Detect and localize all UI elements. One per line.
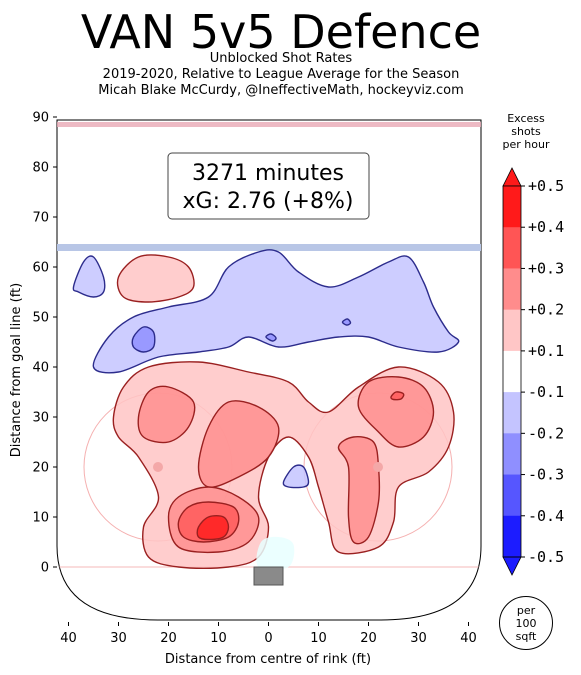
heatmap-region-11 <box>337 436 381 545</box>
colorbar-band-0 <box>503 186 521 228</box>
colorbar-label-7: -0.3 <box>528 466 564 484</box>
goal-net <box>253 566 284 586</box>
colorbar-band-8 <box>503 515 521 558</box>
y-tick-label-30: 30 <box>32 411 49 426</box>
colorbar-label-8: -0.4 <box>528 507 564 525</box>
x-tick-label-8: 40 <box>460 631 477 646</box>
faceoff-dot-left <box>153 462 163 472</box>
faceoff-dot-right <box>373 462 383 472</box>
subtitle-line-3: Micah Blake McCurdy, @IneffectiveMath, h… <box>98 83 464 98</box>
heatmap-region-4 <box>265 333 277 342</box>
x-tick-label-6: 20 <box>360 631 377 646</box>
subtitle-line-1: Unblocked Shot Rates <box>209 51 353 66</box>
heatmap-region-14 <box>196 515 230 541</box>
subtitle-line-2: 2019-2020, Relative to League Average fo… <box>102 67 460 82</box>
colorbar-band-4 <box>503 350 521 393</box>
x-tick-label-2: 20 <box>160 631 177 646</box>
y-tick-label-80: 80 <box>32 161 49 176</box>
colorbar-band-3 <box>503 309 521 352</box>
y-tick-label-70: 70 <box>32 211 49 226</box>
colorbar-extend-bottom <box>502 556 522 576</box>
y-axis-label: Distance from goal line (ft) <box>9 283 24 457</box>
heatmap-region-2 <box>131 326 156 353</box>
centre-line <box>57 122 481 127</box>
heatmap-region-8 <box>137 385 196 444</box>
colorbar-band-7 <box>503 474 521 517</box>
unit-badge: per 100 sqft <box>499 596 553 650</box>
unit-line-2: 100 <box>515 616 537 630</box>
blue-line <box>57 244 481 251</box>
x-tick-label-4: 0 <box>264 631 272 646</box>
colorbar-title-line-1: Excess <box>507 112 545 125</box>
heatmap-region-9 <box>197 400 280 488</box>
colorbar: +0.5 +0.4 +0.3 +0.2 +0.1 -0.1 -0.2 -0.3 -0.4 -0.5 <box>502 167 564 576</box>
heatmap-region-6 <box>116 254 195 303</box>
colorbar-title-line-2: shots <box>511 125 541 138</box>
y-tick-label-0: 0 <box>41 561 49 576</box>
colorbar-label-6: -0.2 <box>528 424 564 442</box>
colorbar-extend-top <box>502 167 522 187</box>
colorbar-band-2 <box>503 268 521 311</box>
colorbar-label-5: -0.1 <box>528 383 564 401</box>
x-tick-label-7: 30 <box>410 631 427 646</box>
heatmap-region-16 <box>256 536 295 571</box>
colorbar-title-line-3: per hour <box>502 138 550 151</box>
heatmap-region-1 <box>72 255 106 298</box>
colorbar-label-2: +0.3 <box>528 259 564 277</box>
colorbar-band-1 <box>503 227 521 269</box>
unit-line-3: sqft <box>515 629 537 643</box>
heatmap-region-3 <box>282 464 310 489</box>
y-tick-label-40: 40 <box>32 361 49 376</box>
y-tick-label-10: 10 <box>32 511 49 526</box>
colorbar-label-3: +0.2 <box>528 301 564 319</box>
y-tick-label-50: 50 <box>32 311 49 326</box>
y-tick-label-60: 60 <box>32 261 49 276</box>
colorbar-label-1: +0.4 <box>528 218 564 236</box>
x-tick-label-1: 30 <box>110 631 127 646</box>
colorbar-label-0: +0.5 <box>528 177 564 195</box>
heatmap-region-5 <box>341 318 352 326</box>
x-tick-label-5: 10 <box>310 631 327 646</box>
colorbar-frame <box>502 185 522 558</box>
x-tick-label-0: 40 <box>60 631 77 646</box>
colorbar-label-9: -0.5 <box>528 548 564 566</box>
x-axis-label: Distance from centre of rink (ft) <box>165 652 371 667</box>
x-tick-label-3: 10 <box>210 631 227 646</box>
colorbar-band-6 <box>503 433 521 476</box>
chart-title: VAN 5v5 Defence <box>80 5 482 59</box>
heatmap-region-15 <box>390 391 405 401</box>
colorbar-band-5 <box>503 392 521 434</box>
unit-line-1: per <box>516 603 536 617</box>
annotation-xg: xG: 2.76 (+8%) <box>183 189 354 214</box>
y-tick-label-90: 90 <box>32 111 49 126</box>
colorbar-label-4: +0.1 <box>528 342 564 360</box>
annotation-box <box>167 152 370 220</box>
y-tick-label-20: 20 <box>32 461 49 476</box>
heatmap-region-12 <box>357 376 435 448</box>
heatmap-region-0 <box>92 249 460 374</box>
annotation-minutes: 3271 minutes <box>192 161 344 186</box>
colorbar-title: Excess shots per hour <box>496 112 556 151</box>
